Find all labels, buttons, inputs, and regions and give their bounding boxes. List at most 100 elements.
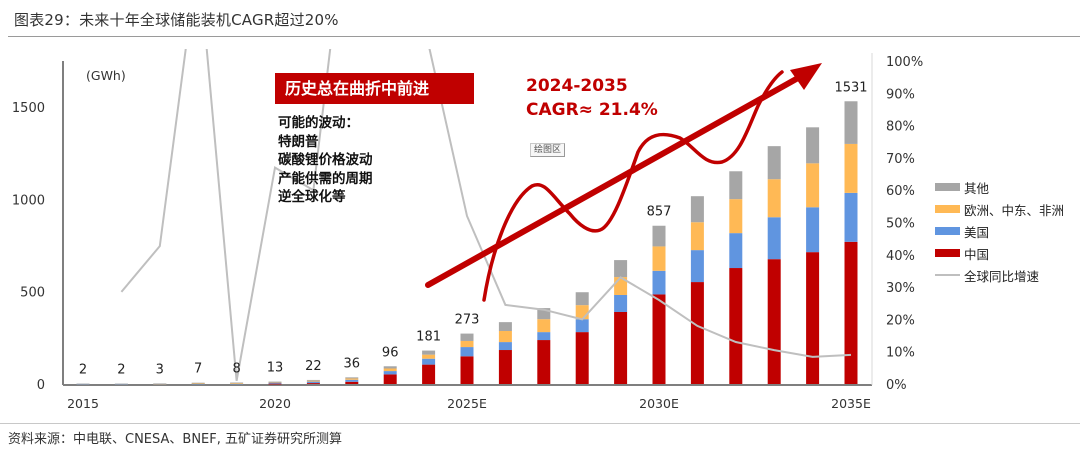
bar-segment-china [729, 268, 743, 384]
bar-segment-usa [575, 319, 589, 333]
legend-label: 全球同比增速 [964, 268, 1040, 284]
bar-segment-other [230, 382, 244, 384]
bar-segment-china [690, 282, 704, 384]
bar-segment-china [575, 332, 589, 384]
legend-label: 欧洲、中东、非洲 [964, 202, 1065, 218]
bar-segment-other [614, 260, 628, 278]
legend-item-emea: 欧洲、中东、非洲 [935, 198, 1064, 220]
bar-segment-other [767, 146, 781, 180]
growth-line-group [120, 49, 852, 381]
bar-segment-other [498, 322, 512, 332]
cagr-value: CAGR≈ 21.4% [526, 100, 658, 120]
legend-item-growth: 全球同比增速 [935, 264, 1064, 286]
legend-label: 中国 [964, 246, 990, 262]
bar-segment-emea [767, 179, 781, 218]
bar-segment-emea [729, 199, 743, 234]
bar-segment-other [652, 225, 666, 247]
bar-segment-usa [383, 371, 397, 375]
y2-tick-label: 100% [886, 55, 923, 70]
bar-segment-usa [690, 250, 704, 283]
bar-segment-other [383, 366, 397, 369]
bar-segment-other [191, 382, 205, 384]
source-note: 资料来源：中电联、CNESA、BNEF, 五矿证券研究所测算 [8, 432, 343, 447]
bar-segment-other [345, 377, 359, 379]
y-tick-label: 1500 [12, 101, 45, 116]
total-label: 181 [416, 330, 441, 345]
total-label: 8 [232, 362, 240, 377]
bar-segment-other [537, 308, 551, 320]
bar-segment-usa [652, 270, 666, 295]
bar-segment-other [114, 383, 128, 385]
annotation-arrows-group [425, 63, 822, 302]
bar-segment-china [498, 350, 512, 384]
bar-segment-usa [306, 381, 320, 384]
y2-tick-label: 70% [886, 152, 915, 167]
legend-label: 美国 [964, 224, 990, 240]
bar-segment-china [806, 252, 820, 384]
trend-arrow-head [790, 63, 822, 90]
x-tick-label: 2025E [447, 396, 487, 411]
bar-segment-usa [537, 332, 551, 341]
bar-segment-china [767, 259, 781, 384]
legend-swatch-growth-line [935, 274, 960, 276]
y2-tick-label: 10% [886, 346, 915, 361]
bars-group [76, 101, 858, 385]
bar-segment-usa [460, 347, 474, 357]
y2-tick-label: 20% [886, 313, 915, 328]
total-label: 2 [79, 363, 87, 378]
bar-segment-emea [383, 368, 397, 372]
total-label: 96 [382, 345, 399, 360]
plot-area-tooltip: 绘图区 [530, 143, 566, 157]
bar-segment-other [268, 381, 282, 383]
fluctuation-item: 碳酸锂价格波动 [278, 152, 373, 168]
bar-segment-china [652, 294, 666, 384]
bar-segment-china [345, 381, 359, 384]
bar-segment-emea [191, 383, 205, 385]
legend-swatch-other [935, 183, 960, 191]
bar-segment-emea [537, 319, 551, 333]
bar-segment-emea [844, 143, 858, 193]
bar-segment-other [729, 171, 743, 200]
bar-segment-china [460, 356, 474, 384]
y-axis-unit-label: (GWh) [86, 68, 126, 83]
legend-item-other: 其他 [935, 176, 1064, 198]
cagr-period: 2024-2035 [526, 76, 628, 96]
total-label: 7 [194, 362, 202, 377]
legend-swatch-emea [935, 205, 960, 213]
y2-tick-label: 80% [886, 120, 915, 135]
bar-segment-usa [614, 294, 628, 312]
fluctuation-item: 可能的波动： [278, 115, 359, 131]
chart-canvas: 0 500 1000 1500 (GWh) 0% 10% 20% 30% 40% 50% 60% 70%… [12, 49, 923, 411]
bar-segment-other [76, 383, 90, 385]
total-label: 3 [156, 362, 164, 377]
y2-tick-label: 90% [886, 87, 915, 102]
bar-segment-emea [306, 380, 320, 382]
bar-segment-other [422, 350, 436, 355]
bar-segment-other [690, 196, 704, 223]
bar-segment-china [383, 374, 397, 384]
bar-segment-emea [422, 354, 436, 359]
bar-segment-china [306, 383, 320, 384]
legend-swatch-usa [935, 227, 960, 235]
bar-segment-usa [268, 382, 282, 384]
total-label: 1531 [834, 80, 867, 95]
fluctuation-item: 逆全球化等 [278, 189, 346, 205]
bar-segment-emea [652, 246, 666, 271]
bar-segment-china [537, 340, 551, 384]
y2-tick-label: 30% [886, 281, 915, 296]
headline-banner: 历史总在曲折中前进 [275, 73, 474, 104]
bar-segment-usa [806, 207, 820, 253]
legend-item-usa: 美国 [935, 220, 1064, 242]
bar-segment-china [614, 311, 628, 384]
bar-segment-other [306, 379, 320, 381]
growth-rate-line [120, 49, 852, 381]
total-label: 857 [647, 205, 672, 220]
total-label: 36 [344, 356, 361, 371]
fluctuation-item: 产能供需的周期 [278, 170, 373, 187]
x-tick-label: 2035E [831, 396, 871, 411]
legend-swatch-china [935, 249, 960, 257]
bar-segment-emea [498, 331, 512, 343]
bar-segment-emea [345, 378, 359, 380]
bar-segment-emea [230, 383, 244, 385]
